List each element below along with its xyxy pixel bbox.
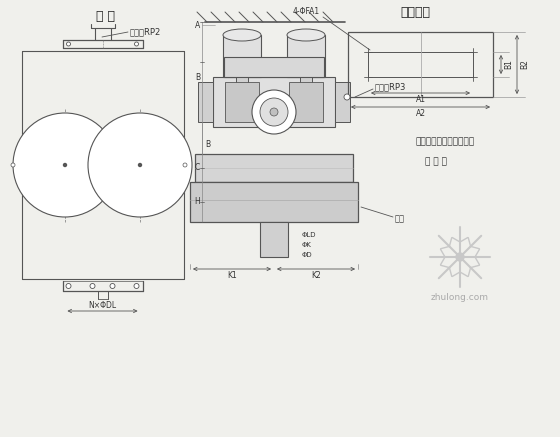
- Bar: [195, 154, 353, 182]
- Bar: [287, 35, 325, 77]
- Circle shape: [270, 108, 278, 116]
- Ellipse shape: [223, 29, 261, 41]
- Text: B: B: [195, 73, 200, 81]
- Text: C: C: [195, 163, 200, 173]
- Circle shape: [134, 42, 138, 46]
- Circle shape: [183, 163, 187, 167]
- Circle shape: [88, 113, 192, 217]
- Text: H: H: [194, 198, 200, 207]
- Circle shape: [344, 94, 350, 100]
- Circle shape: [13, 113, 117, 217]
- Circle shape: [252, 90, 296, 134]
- Text: B: B: [206, 140, 211, 149]
- Bar: [289, 82, 323, 122]
- Text: K2: K2: [311, 271, 321, 281]
- Circle shape: [456, 253, 464, 261]
- Bar: [348, 32, 493, 97]
- Text: 隔振垫（隔振器）规格：: 隔振垫（隔振器）规格：: [415, 138, 474, 146]
- Circle shape: [67, 42, 71, 46]
- Bar: [224, 57, 324, 77]
- Text: N×ΦDL: N×ΦDL: [88, 301, 116, 309]
- Text: ΦD: ΦD: [302, 252, 312, 258]
- Text: ΦK: ΦK: [302, 242, 312, 248]
- Text: 测压口RP2: 测压口RP2: [130, 28, 161, 37]
- Bar: [181, 151, 189, 179]
- Text: 排气口RP3: 排气口RP3: [375, 83, 407, 91]
- Text: 底板尺寸: 底板尺寸: [400, 6, 430, 18]
- Circle shape: [138, 163, 142, 166]
- Text: A2: A2: [416, 108, 426, 118]
- Text: 底板: 底板: [395, 215, 405, 223]
- Bar: [236, 77, 248, 92]
- Bar: [190, 182, 358, 222]
- Text: ΦLD: ΦLD: [302, 232, 316, 238]
- Bar: [17, 151, 25, 179]
- Circle shape: [90, 284, 95, 288]
- Text: B1: B1: [505, 59, 514, 69]
- Text: 4-ΦFA1: 4-ΦFA1: [293, 7, 320, 17]
- Circle shape: [134, 284, 139, 288]
- Text: A1: A1: [416, 94, 426, 104]
- Text: zhulong.com: zhulong.com: [431, 292, 489, 302]
- Text: A: A: [195, 21, 200, 30]
- Bar: [223, 35, 261, 77]
- Bar: [368, 52, 473, 77]
- Circle shape: [110, 284, 115, 288]
- Ellipse shape: [287, 29, 325, 41]
- Bar: [335, 82, 350, 122]
- Bar: [300, 77, 312, 92]
- Text: K1: K1: [227, 271, 237, 281]
- Bar: [225, 82, 259, 122]
- Circle shape: [260, 98, 288, 126]
- Circle shape: [63, 163, 67, 166]
- Circle shape: [66, 284, 71, 288]
- Bar: [198, 82, 213, 122]
- Text: 型 号: 型 号: [96, 10, 114, 24]
- Bar: [260, 222, 288, 257]
- Text: 隔 振 垫: 隔 振 垫: [425, 157, 447, 166]
- Text: B2: B2: [520, 59, 530, 69]
- Bar: [213, 77, 335, 127]
- Circle shape: [11, 163, 15, 167]
